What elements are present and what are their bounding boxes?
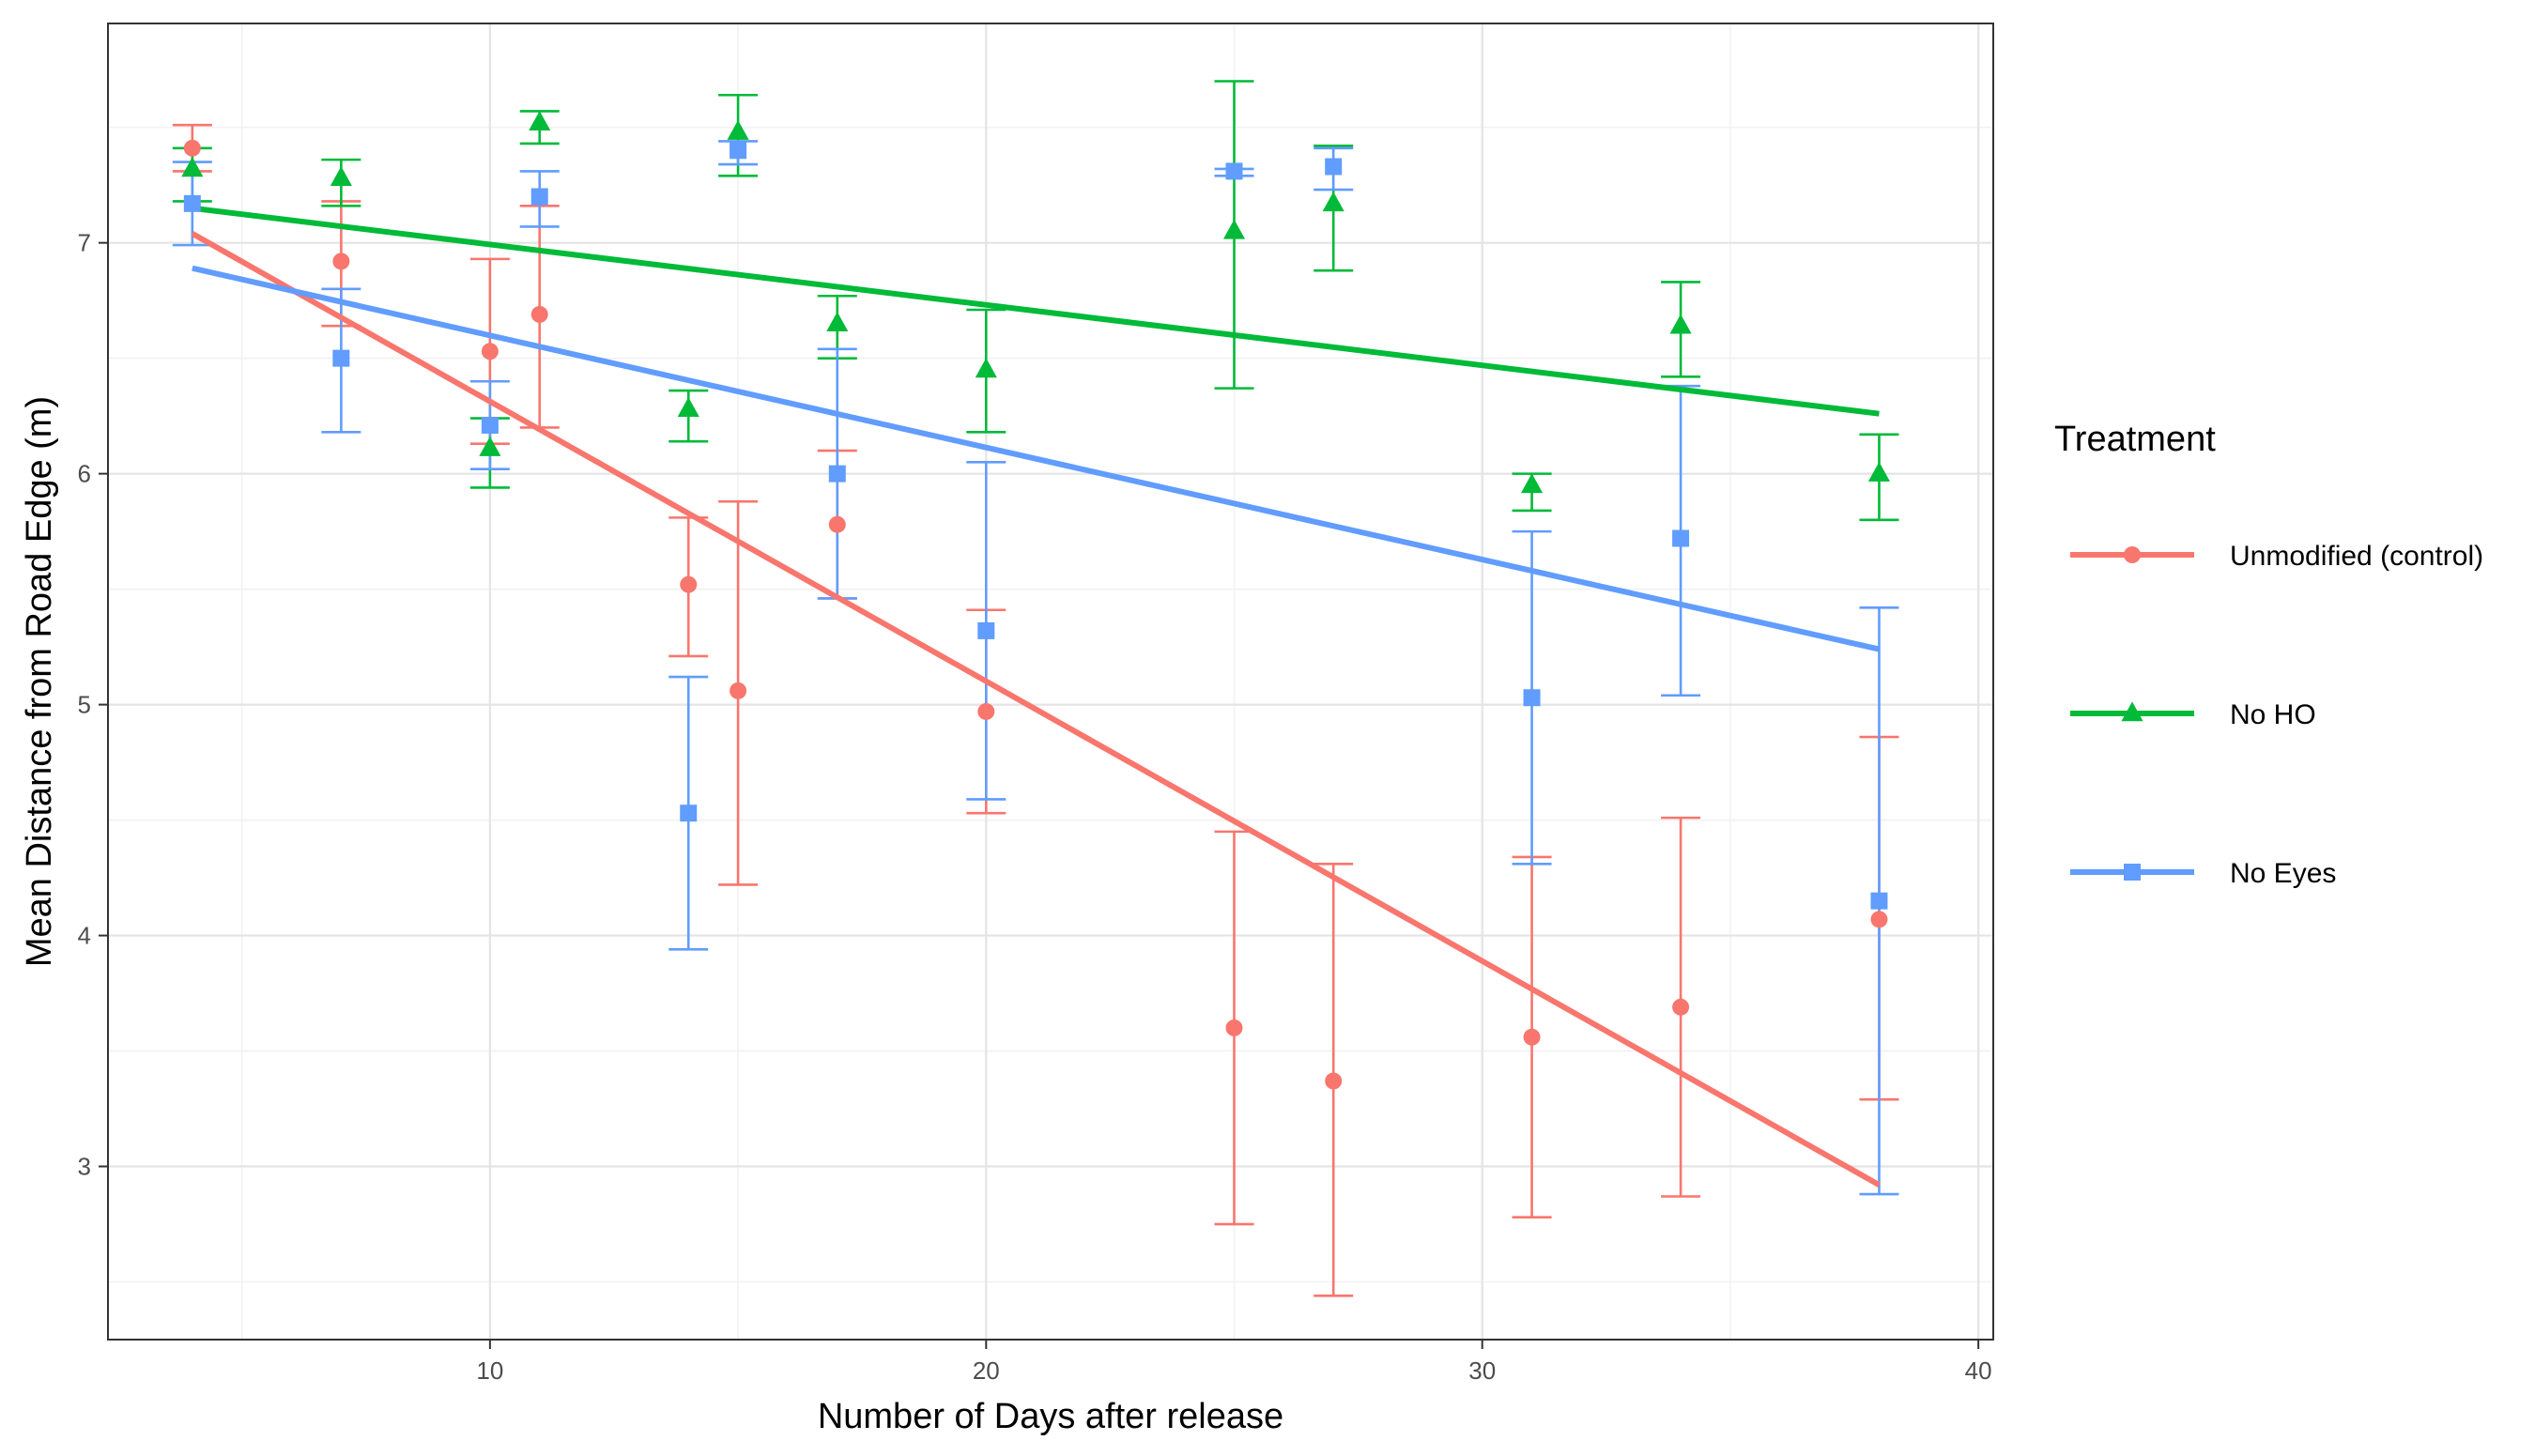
point-no-eyes xyxy=(1870,892,1888,910)
x-axis-ticks: 10 20 30 40 xyxy=(476,1340,1992,1385)
point-no-ho xyxy=(975,358,997,378)
point-no-ho xyxy=(529,111,551,131)
point-unmodified-control xyxy=(730,682,747,699)
point-no-eyes xyxy=(977,621,995,639)
x-tick-label: 40 xyxy=(1965,1356,1992,1385)
point-unmodified-control xyxy=(1225,1019,1243,1036)
point-no-ho xyxy=(1521,473,1544,494)
point-no-ho xyxy=(181,157,204,177)
legend-items: Unmodified (control) No HO No Eyes xyxy=(2070,541,2483,889)
point-unmodified-control xyxy=(1325,1072,1343,1090)
panel-background xyxy=(108,23,1993,1340)
point-no-eyes xyxy=(828,465,846,483)
point-no-ho xyxy=(1222,219,1246,239)
panel-border xyxy=(107,23,1994,1341)
y-tick-label: 7 xyxy=(78,229,91,257)
point-unmodified-control xyxy=(530,305,548,323)
point-no-eyes xyxy=(481,416,499,434)
legend-key-marker-no-ho xyxy=(2121,701,2143,722)
point-no-ho xyxy=(677,397,699,418)
plot-panel xyxy=(107,23,1994,1341)
trend-lines xyxy=(191,205,1881,1188)
legend-label-unmodified-control: Unmodified (control) xyxy=(2230,541,2483,572)
point-unmodified-control xyxy=(977,702,995,720)
point-no-ho xyxy=(1322,192,1344,212)
point-no-ho xyxy=(479,436,501,456)
y-tick-label: 5 xyxy=(78,691,91,719)
point-no-ho xyxy=(1669,314,1692,334)
point-no-eyes xyxy=(1523,689,1541,707)
point-no-ho xyxy=(330,166,352,187)
point-no-eyes xyxy=(1672,529,1690,547)
data-points xyxy=(181,111,1891,1090)
y-tick-label: 6 xyxy=(78,460,91,488)
trend-line-no-eyes xyxy=(192,265,1881,652)
legend-title: Treatment xyxy=(2054,420,2216,459)
legend-key-marker-unmodified-control xyxy=(2124,546,2141,563)
point-no-eyes xyxy=(332,349,350,367)
point-no-ho xyxy=(826,312,849,332)
point-no-eyes xyxy=(1225,162,1243,180)
x-tick-label: 30 xyxy=(1468,1356,1496,1385)
x-axis-title: Number of Days after release xyxy=(818,1397,1283,1436)
grid-minor xyxy=(108,23,1993,1340)
point-no-eyes xyxy=(1325,158,1343,176)
x-tick-label: 20 xyxy=(973,1356,1000,1385)
y-tick-label: 3 xyxy=(78,1153,91,1181)
y-axis-ticks: 3 4 5 6 7 xyxy=(78,229,108,1181)
legend-label-no-ho: No HO xyxy=(2230,699,2316,730)
legend-label-no-eyes: No Eyes xyxy=(2230,858,2336,889)
trend-line-no-ho xyxy=(192,205,1880,417)
point-unmodified-control xyxy=(481,343,499,360)
legend-key-marker-no-eyes xyxy=(2124,864,2141,881)
point-no-ho xyxy=(727,119,749,140)
point-unmodified-control xyxy=(1870,911,1888,928)
trend-line-unmodified-control xyxy=(191,231,1881,1188)
point-unmodified-control xyxy=(183,139,201,157)
point-no-eyes xyxy=(680,805,698,822)
grid-major xyxy=(108,23,1993,1340)
point-unmodified-control xyxy=(332,253,350,270)
point-unmodified-control xyxy=(828,515,846,533)
point-unmodified-control xyxy=(680,575,698,593)
point-unmodified-control xyxy=(1523,1028,1541,1046)
legend: Treatment Unmodified (control) No HO No Ey… xyxy=(2054,420,2483,889)
point-unmodified-control xyxy=(1672,998,1690,1016)
x-tick-label: 10 xyxy=(476,1356,503,1385)
point-no-eyes xyxy=(530,188,548,206)
point-no-eyes xyxy=(730,142,747,160)
y-axis-title: Mean Distance from Road Edge (m) xyxy=(20,396,59,967)
point-no-eyes xyxy=(183,194,201,212)
point-no-ho xyxy=(1867,461,1891,482)
y-tick-label: 4 xyxy=(78,922,91,950)
